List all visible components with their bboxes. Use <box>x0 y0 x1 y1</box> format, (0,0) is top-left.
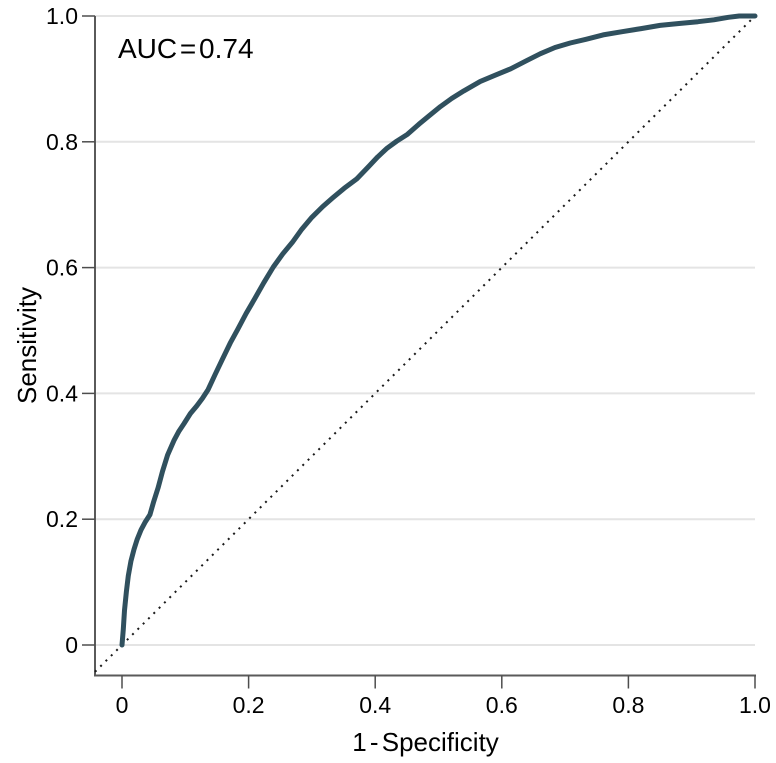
roc-curve <box>119 13 758 648</box>
y-tick-label: 0.6 <box>46 255 78 281</box>
y-axis-label: Sensitivity <box>12 287 42 404</box>
chance-diagonal-line <box>94 15 756 673</box>
y-tick-label: 1.0 <box>46 3 78 29</box>
gridlines <box>95 15 755 646</box>
y-tick-label: 0.4 <box>46 380 78 406</box>
x-axis-ticks: 0 0.2 0.4 0.6 0.8 1.0 <box>116 675 771 718</box>
x-tick-label: 0.2 <box>233 692 265 718</box>
y-axis-ticks: 0 0.2 0.4 0.6 0.8 1.0 <box>46 3 95 658</box>
y-tick-label: 0 <box>65 632 78 658</box>
auc-annotation: AUC = 0.74 <box>118 33 254 64</box>
x-tick-label: 0.8 <box>612 692 644 718</box>
x-tick-label: 1.0 <box>739 692 771 718</box>
x-axis-label: 1 - Specificity <box>352 727 499 757</box>
x-tick-label: 0 <box>116 692 129 718</box>
y-tick-label: 0.2 <box>46 506 78 532</box>
x-tick-label: 0.6 <box>486 692 518 718</box>
x-tick-label: 0.4 <box>359 692 391 718</box>
y-tick-label: 0.8 <box>46 129 78 155</box>
